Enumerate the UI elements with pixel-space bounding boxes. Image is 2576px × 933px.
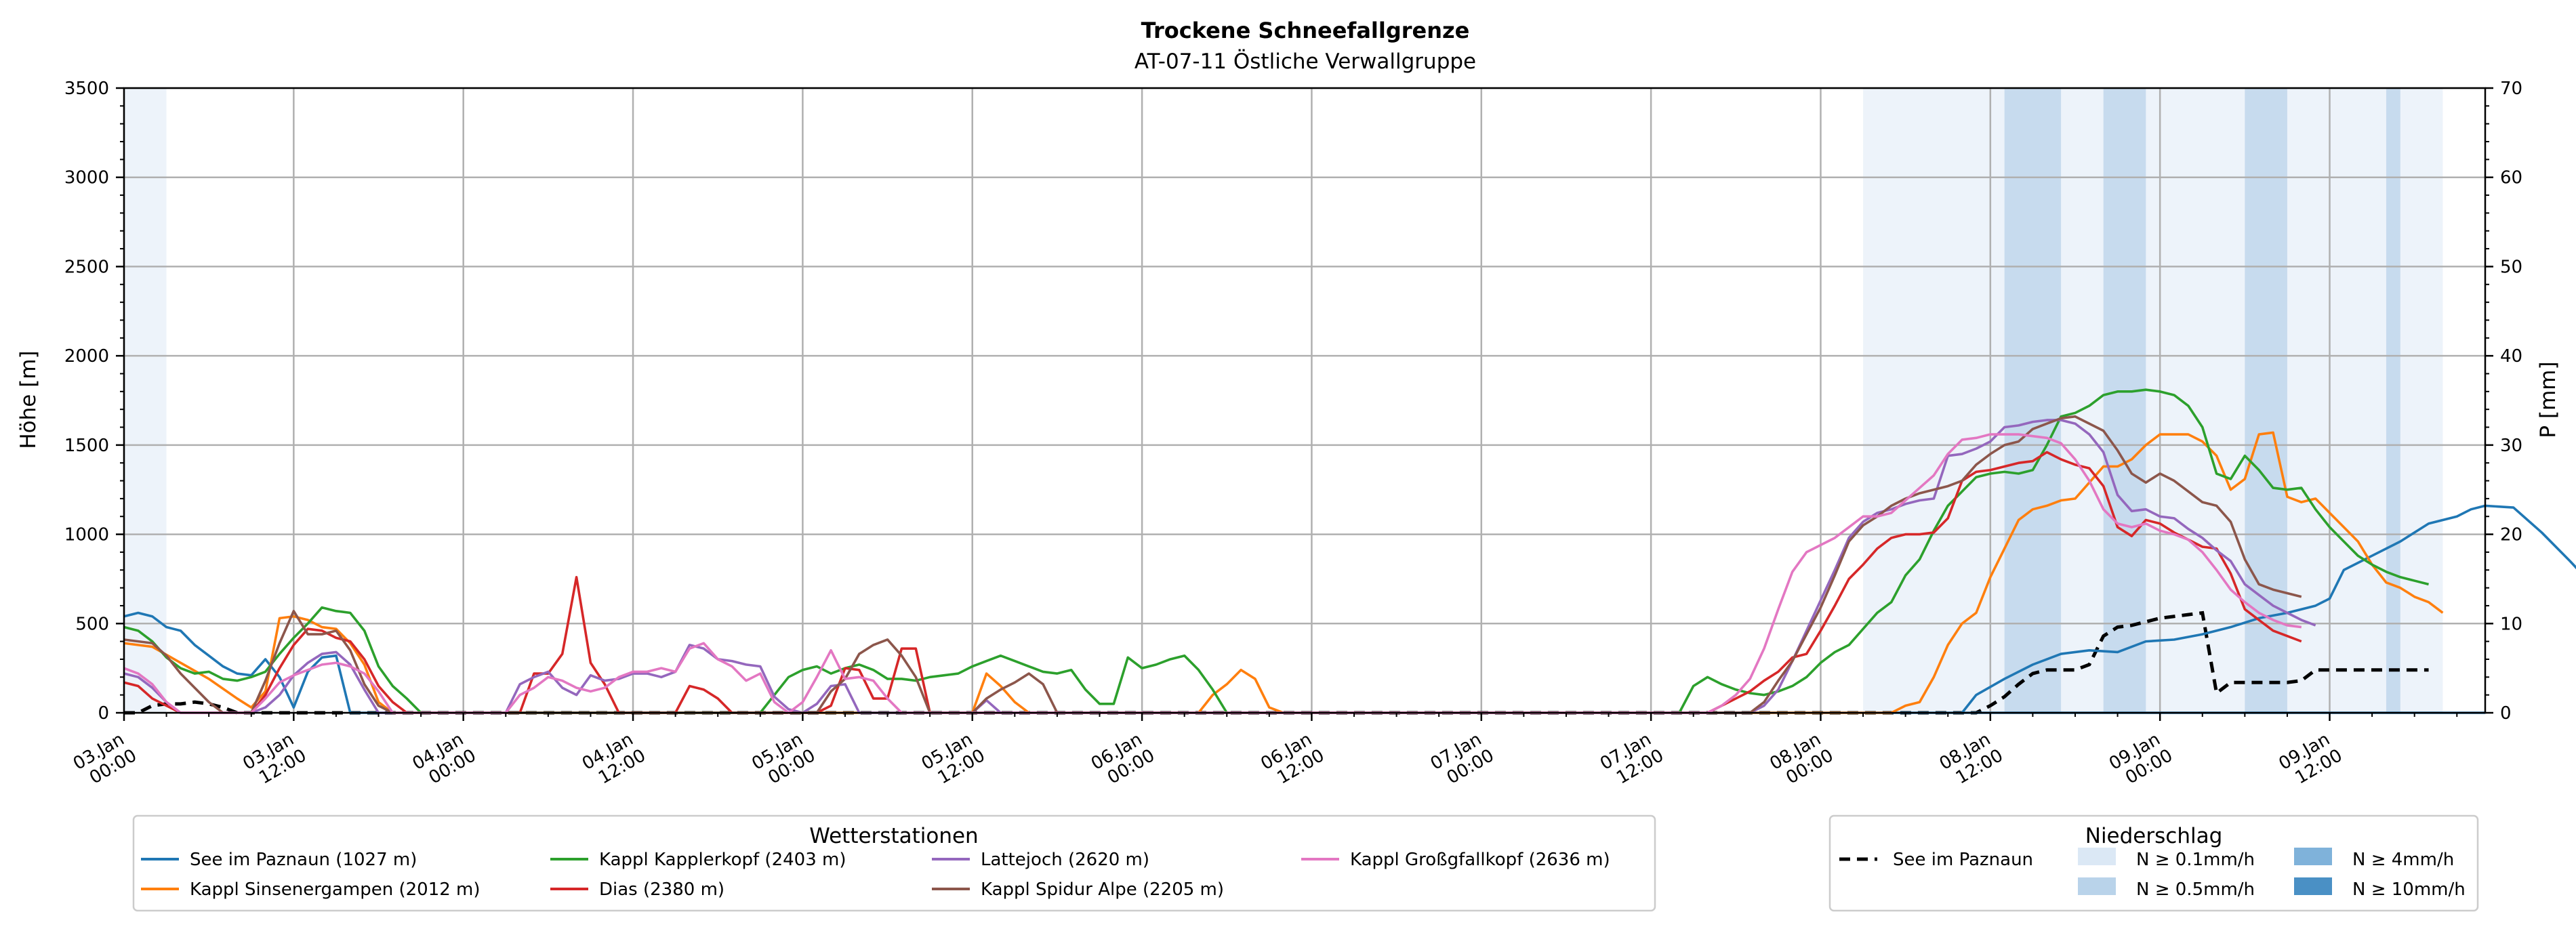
y-right-tick-label: 30 <box>2500 436 2522 456</box>
legend-stations-title: Wetterstationen <box>809 824 978 848</box>
legend-swatch <box>2078 877 2116 895</box>
legend-label: Kappl Sinsenergampen (2012 m) <box>190 879 481 900</box>
legend-label: Kappl Spidur Alpe (2205 m) <box>981 879 1224 900</box>
series-line <box>123 433 2302 714</box>
legend-stations-frame <box>132 814 1656 912</box>
legend-swatch <box>2294 848 2332 865</box>
legend-label: Lattejoch (2620 m) <box>981 850 1149 870</box>
y-right-tick-label: 40 <box>2500 346 2522 367</box>
precip-band <box>2245 88 2287 713</box>
legend-stations: Wetterstationen See im Paznaun (1027 m) Ka… <box>132 814 1656 912</box>
legend-swatch <box>2294 877 2332 895</box>
legend-label: N ≥ 4mm/h <box>2352 850 2454 870</box>
legend-label: N ≥ 0.1mm/h <box>2136 850 2255 870</box>
legend-label: See im Paznaun (1027 m) <box>190 850 417 870</box>
legend-precip-title: Niederschlag <box>2085 824 2223 848</box>
y-tick-label: 0 <box>98 703 109 724</box>
y-tick-label: 3000 <box>64 168 109 188</box>
y-tick-label: 2000 <box>64 346 109 367</box>
precip-band <box>2004 88 2062 713</box>
y-axis-label: Höhe [m] <box>16 350 41 449</box>
legend-label: Kappl Großgfallkopf (2636 m) <box>1350 850 1610 870</box>
series-2 <box>123 431 2444 714</box>
y-tick-label: 1000 <box>64 525 109 545</box>
series-7 <box>123 433 2302 714</box>
series-1 <box>123 504 2576 714</box>
precip-line-see-im-paznaun <box>124 610 2429 715</box>
legend-label: Dias (2380 m) <box>599 879 724 900</box>
chart-subtitle: AT-07-11 Östliche Verwallgruppe <box>1134 49 1476 74</box>
y-right-tick-label: 50 <box>2500 257 2522 277</box>
y-right-tick-label: 20 <box>2500 525 2522 545</box>
precip-band <box>124 88 167 713</box>
y-right-tick-label: 10 <box>2500 614 2522 634</box>
y-axis-right-label: P [mm] <box>2536 361 2560 438</box>
y-tick-label: 3500 <box>64 79 109 99</box>
y-tick-label: 2500 <box>64 257 109 277</box>
precip-band <box>2103 88 2146 713</box>
y-tick-label: 500 <box>75 614 109 634</box>
series-line <box>123 431 2444 714</box>
legend-swatch <box>2078 848 2116 865</box>
plot-area: 0 500 1000 1500 2000 2500 3000 3500 0 10 20 30 40 50 6… <box>64 79 2576 789</box>
y-right-tick-label: 70 <box>2500 79 2522 99</box>
chart-title: Trockene Schneefallgrenze <box>1141 18 1470 43</box>
precip-band <box>2386 88 2400 713</box>
legend-precip: Niederschlag See im Paznaun N ≥ 0.1mm/h N ≥… <box>1828 814 2479 912</box>
series-line <box>1961 504 2576 714</box>
series-line <box>123 415 2302 714</box>
series-6 <box>123 415 2302 714</box>
plot-frame <box>123 87 2487 714</box>
y-tick-label: 1500 <box>64 436 109 456</box>
legend-label: Kappl Kapplerkopf (2403 m) <box>599 850 846 870</box>
legend-label: N ≥ 10mm/h <box>2352 879 2466 900</box>
legend-label: See im Paznaun <box>1893 850 2033 870</box>
y-right-tick-label: 0 <box>2500 703 2512 724</box>
precip-band <box>1863 88 2443 713</box>
y-right-tick-label: 60 <box>2500 168 2522 188</box>
legend-label: N ≥ 0.5mm/h <box>2136 879 2255 900</box>
series-line <box>123 611 2485 714</box>
